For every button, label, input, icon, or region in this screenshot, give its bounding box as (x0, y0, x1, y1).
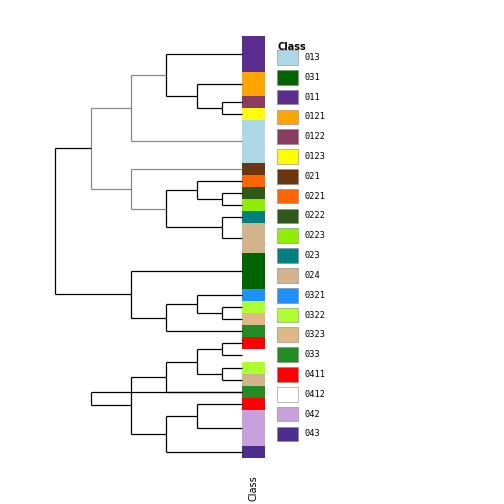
Text: 021: 021 (305, 172, 321, 181)
Text: 0222: 0222 (305, 212, 326, 220)
Bar (277, 347, 298, 362)
Text: 0221: 0221 (305, 192, 326, 201)
Bar (277, 209, 298, 223)
Text: 0121: 0121 (305, 112, 326, 121)
Bar (277, 268, 298, 283)
Bar (242, 36, 265, 72)
Bar (242, 446, 265, 458)
Bar (242, 199, 265, 211)
Text: 042: 042 (305, 410, 321, 418)
Bar (242, 211, 265, 223)
Bar (242, 373, 265, 386)
Bar (242, 72, 265, 96)
Bar (277, 90, 298, 104)
Bar (242, 313, 265, 326)
Text: 0223: 0223 (305, 231, 326, 240)
Bar (242, 186, 265, 199)
Bar (277, 70, 298, 85)
Text: 0122: 0122 (305, 132, 326, 141)
Text: 013: 013 (305, 53, 321, 62)
Bar (277, 426, 298, 441)
Text: Class: Class (248, 475, 258, 501)
Bar (277, 109, 298, 124)
Bar (242, 349, 265, 361)
Bar (242, 163, 265, 174)
Bar (242, 337, 265, 349)
Bar (242, 253, 265, 289)
Bar (242, 120, 265, 163)
Bar (277, 328, 298, 342)
Bar (277, 149, 298, 164)
Bar (242, 326, 265, 337)
Text: 031: 031 (305, 73, 321, 82)
Bar (242, 174, 265, 186)
Text: 0321: 0321 (305, 291, 326, 300)
Text: 011: 011 (305, 93, 321, 102)
Bar (242, 361, 265, 373)
Bar (242, 398, 265, 410)
Bar (242, 386, 265, 398)
Bar (277, 50, 298, 65)
Bar (277, 367, 298, 382)
Text: 033: 033 (305, 350, 321, 359)
Text: 023: 023 (305, 251, 321, 260)
Text: 0123: 0123 (305, 152, 326, 161)
Bar (242, 301, 265, 313)
Bar (242, 410, 265, 446)
Bar (277, 248, 298, 263)
Bar (242, 289, 265, 301)
Bar (277, 228, 298, 243)
Text: 0323: 0323 (305, 330, 326, 339)
Bar (277, 307, 298, 323)
Bar (277, 407, 298, 421)
Text: 024: 024 (305, 271, 321, 280)
Bar (277, 189, 298, 204)
Bar (277, 169, 298, 183)
Bar (277, 387, 298, 402)
Bar (242, 108, 265, 120)
Text: 043: 043 (305, 429, 321, 438)
Text: Class: Class (277, 42, 306, 52)
Bar (242, 96, 265, 108)
Text: 0322: 0322 (305, 310, 326, 320)
Bar (277, 288, 298, 302)
Text: 0412: 0412 (305, 390, 326, 399)
Bar (277, 130, 298, 144)
Text: 0411: 0411 (305, 370, 326, 379)
Bar (242, 223, 265, 253)
